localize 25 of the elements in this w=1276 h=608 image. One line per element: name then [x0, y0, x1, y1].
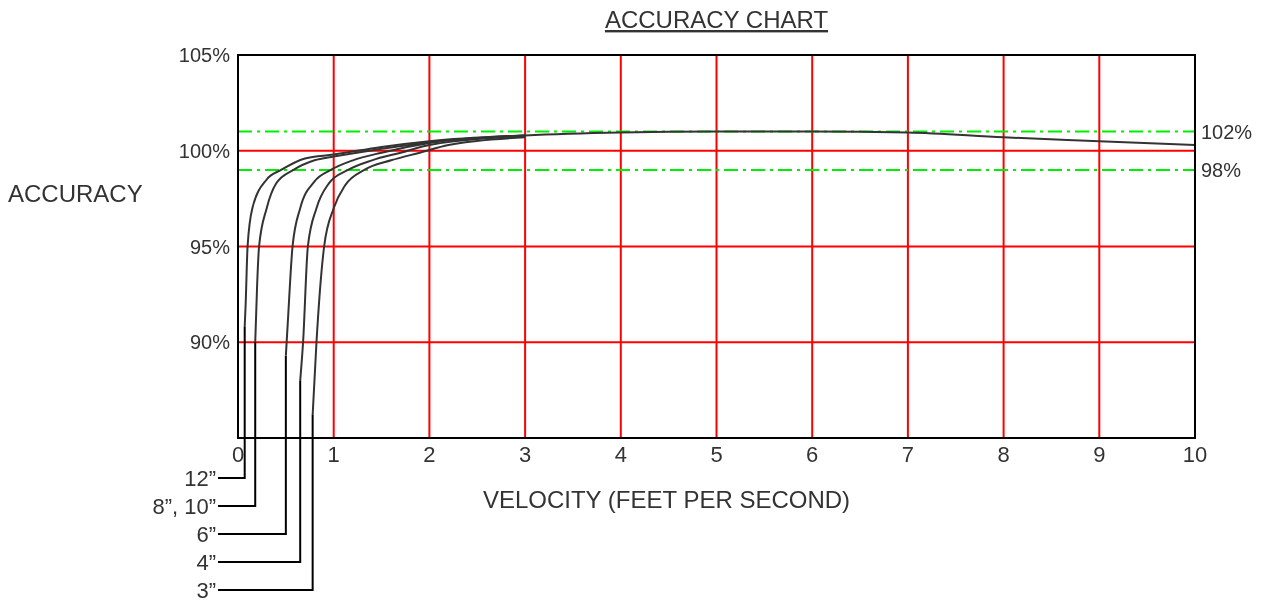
- x-tick-label: 10: [1182, 441, 1208, 467]
- text: 98%: [1201, 158, 1242, 181]
- x-tick-label: 1: [327, 441, 340, 467]
- x-tick-label: 8: [997, 441, 1010, 467]
- x-tick-label: 5: [710, 441, 723, 467]
- y-axis-title: ACCURACY: [8, 180, 143, 207]
- x-tick-label: 9: [1093, 441, 1106, 467]
- chart-title: ACCURACY CHART: [604, 6, 829, 33]
- text: 4”: [196, 550, 216, 575]
- text: 12”: [184, 466, 216, 491]
- x-tick-label: 3: [518, 441, 532, 467]
- text: 8”, 10”: [152, 494, 216, 519]
- x-tick-label: 4: [614, 441, 627, 467]
- x-tick-label: 7: [901, 441, 915, 467]
- text: 6”: [196, 522, 216, 547]
- y-tick-label: 90%: [189, 331, 231, 354]
- text: 102%: [1201, 120, 1253, 143]
- x-axis-title: VELOCITY (FEET PER SECOND): [482, 486, 851, 513]
- x-tick-label: 0: [231, 441, 245, 467]
- x-tick-label: 2: [423, 441, 436, 467]
- y-tick-label: 105%: [178, 44, 231, 67]
- text: 3”: [196, 578, 216, 603]
- y-tick-label: 100%: [178, 139, 231, 162]
- y-tick-label: 95%: [189, 235, 231, 258]
- x-tick-label: 6: [806, 441, 819, 467]
